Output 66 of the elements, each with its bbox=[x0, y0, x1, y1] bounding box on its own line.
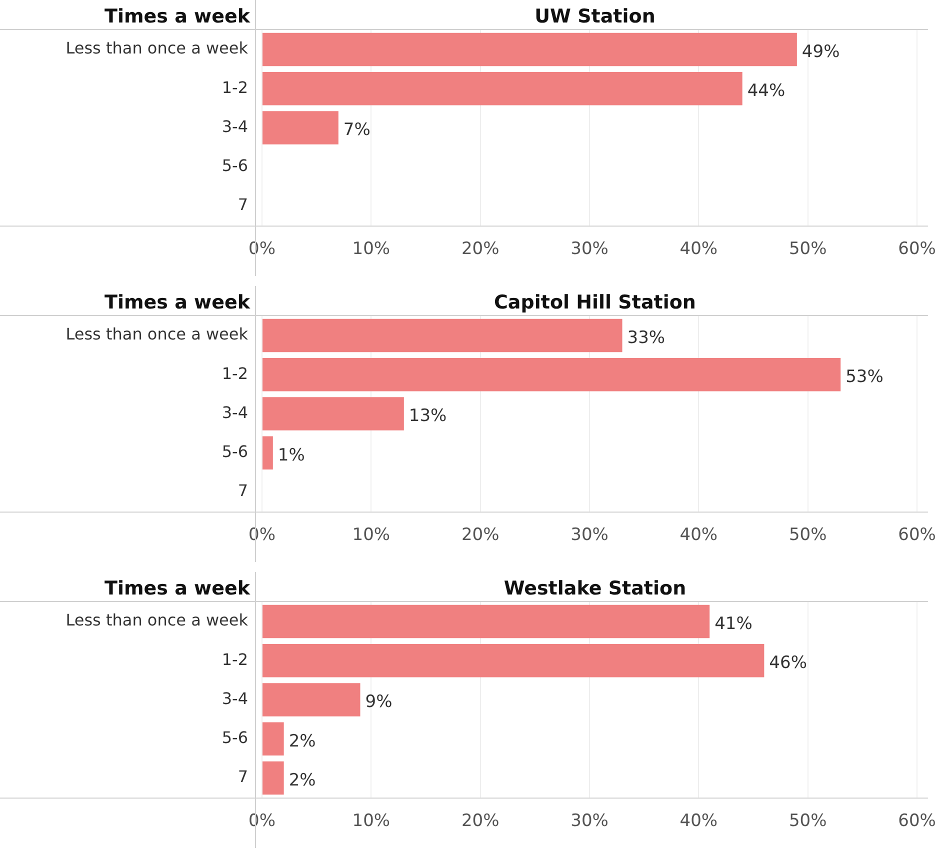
x-tick-label: 40% bbox=[680, 811, 718, 832]
x-tick-label: 50% bbox=[788, 811, 827, 832]
bar bbox=[262, 397, 404, 430]
x-tick-label: 60% bbox=[898, 811, 936, 832]
bar bbox=[262, 604, 710, 638]
x-tick-label: 30% bbox=[570, 811, 608, 832]
data-label: 1% bbox=[278, 445, 305, 466]
y-tick-label: 1-2 bbox=[222, 650, 248, 669]
bar bbox=[262, 358, 841, 392]
x-tick-label: 0% bbox=[248, 811, 276, 832]
chart-title: Westlake Station bbox=[504, 577, 686, 600]
bar bbox=[262, 722, 284, 756]
data-label: 9% bbox=[365, 692, 392, 712]
x-tick-label: 60% bbox=[898, 239, 936, 260]
x-tick-label: 40% bbox=[680, 239, 718, 260]
y-axis-title: Times a week bbox=[104, 577, 250, 600]
data-label: 2% bbox=[288, 731, 316, 752]
y-tick-label: 7 bbox=[238, 195, 248, 214]
x-tick-label: 50% bbox=[788, 525, 827, 546]
y-tick-label: Less than once a week bbox=[66, 610, 249, 630]
data-label: 53% bbox=[846, 367, 884, 388]
chart-title: UW Station bbox=[534, 5, 656, 28]
data-label: 46% bbox=[769, 653, 807, 674]
data-label: 41% bbox=[714, 614, 752, 634]
bar bbox=[262, 761, 284, 795]
bar bbox=[262, 683, 360, 716]
bar bbox=[262, 644, 764, 678]
y-tick-label: 3-4 bbox=[222, 116, 248, 136]
y-tick-label: 7 bbox=[238, 767, 248, 786]
bar bbox=[262, 72, 742, 106]
y-tick-label: Less than once a week bbox=[66, 38, 249, 58]
y-tick-label: 3-4 bbox=[222, 688, 248, 708]
y-tick-label: 5-6 bbox=[222, 728, 248, 748]
bar bbox=[262, 32, 797, 66]
x-tick-label: 10% bbox=[352, 525, 390, 546]
y-tick-label: 5-6 bbox=[222, 156, 248, 176]
chart-title: Capitol Hill Station bbox=[494, 291, 696, 314]
data-label: 44% bbox=[747, 81, 786, 102]
x-tick-label: 60% bbox=[898, 525, 936, 546]
x-tick-label: 30% bbox=[570, 239, 608, 260]
x-tick-label: 0% bbox=[248, 239, 276, 260]
data-label: 49% bbox=[802, 42, 840, 62]
data-label: 33% bbox=[627, 328, 666, 348]
x-tick-label: 0% bbox=[248, 525, 276, 546]
bar bbox=[262, 318, 622, 352]
y-tick-label: 3-4 bbox=[222, 402, 248, 422]
x-tick-label: 10% bbox=[352, 239, 390, 260]
x-tick-label: 30% bbox=[570, 525, 608, 546]
y-tick-label: Less than once a week bbox=[66, 324, 249, 344]
data-label: 2% bbox=[288, 770, 316, 790]
x-tick-label: 20% bbox=[461, 239, 500, 260]
y-tick-label: 5-6 bbox=[222, 442, 248, 462]
x-tick-label: 10% bbox=[352, 811, 390, 832]
data-label: 7% bbox=[343, 120, 370, 140]
x-tick-label: 20% bbox=[461, 811, 500, 832]
x-tick-label: 50% bbox=[788, 239, 827, 260]
bar bbox=[262, 111, 338, 144]
y-tick-label: 7 bbox=[238, 481, 248, 500]
y-tick-label: 1-2 bbox=[222, 78, 248, 97]
y-tick-label: 1-2 bbox=[222, 364, 248, 383]
y-axis-title: Times a week bbox=[104, 5, 250, 28]
y-axis-title: Times a week bbox=[104, 291, 250, 314]
data-label: 13% bbox=[408, 406, 447, 426]
x-tick-label: 20% bbox=[461, 525, 500, 546]
x-tick-label: 40% bbox=[680, 525, 718, 546]
bar bbox=[262, 436, 273, 470]
